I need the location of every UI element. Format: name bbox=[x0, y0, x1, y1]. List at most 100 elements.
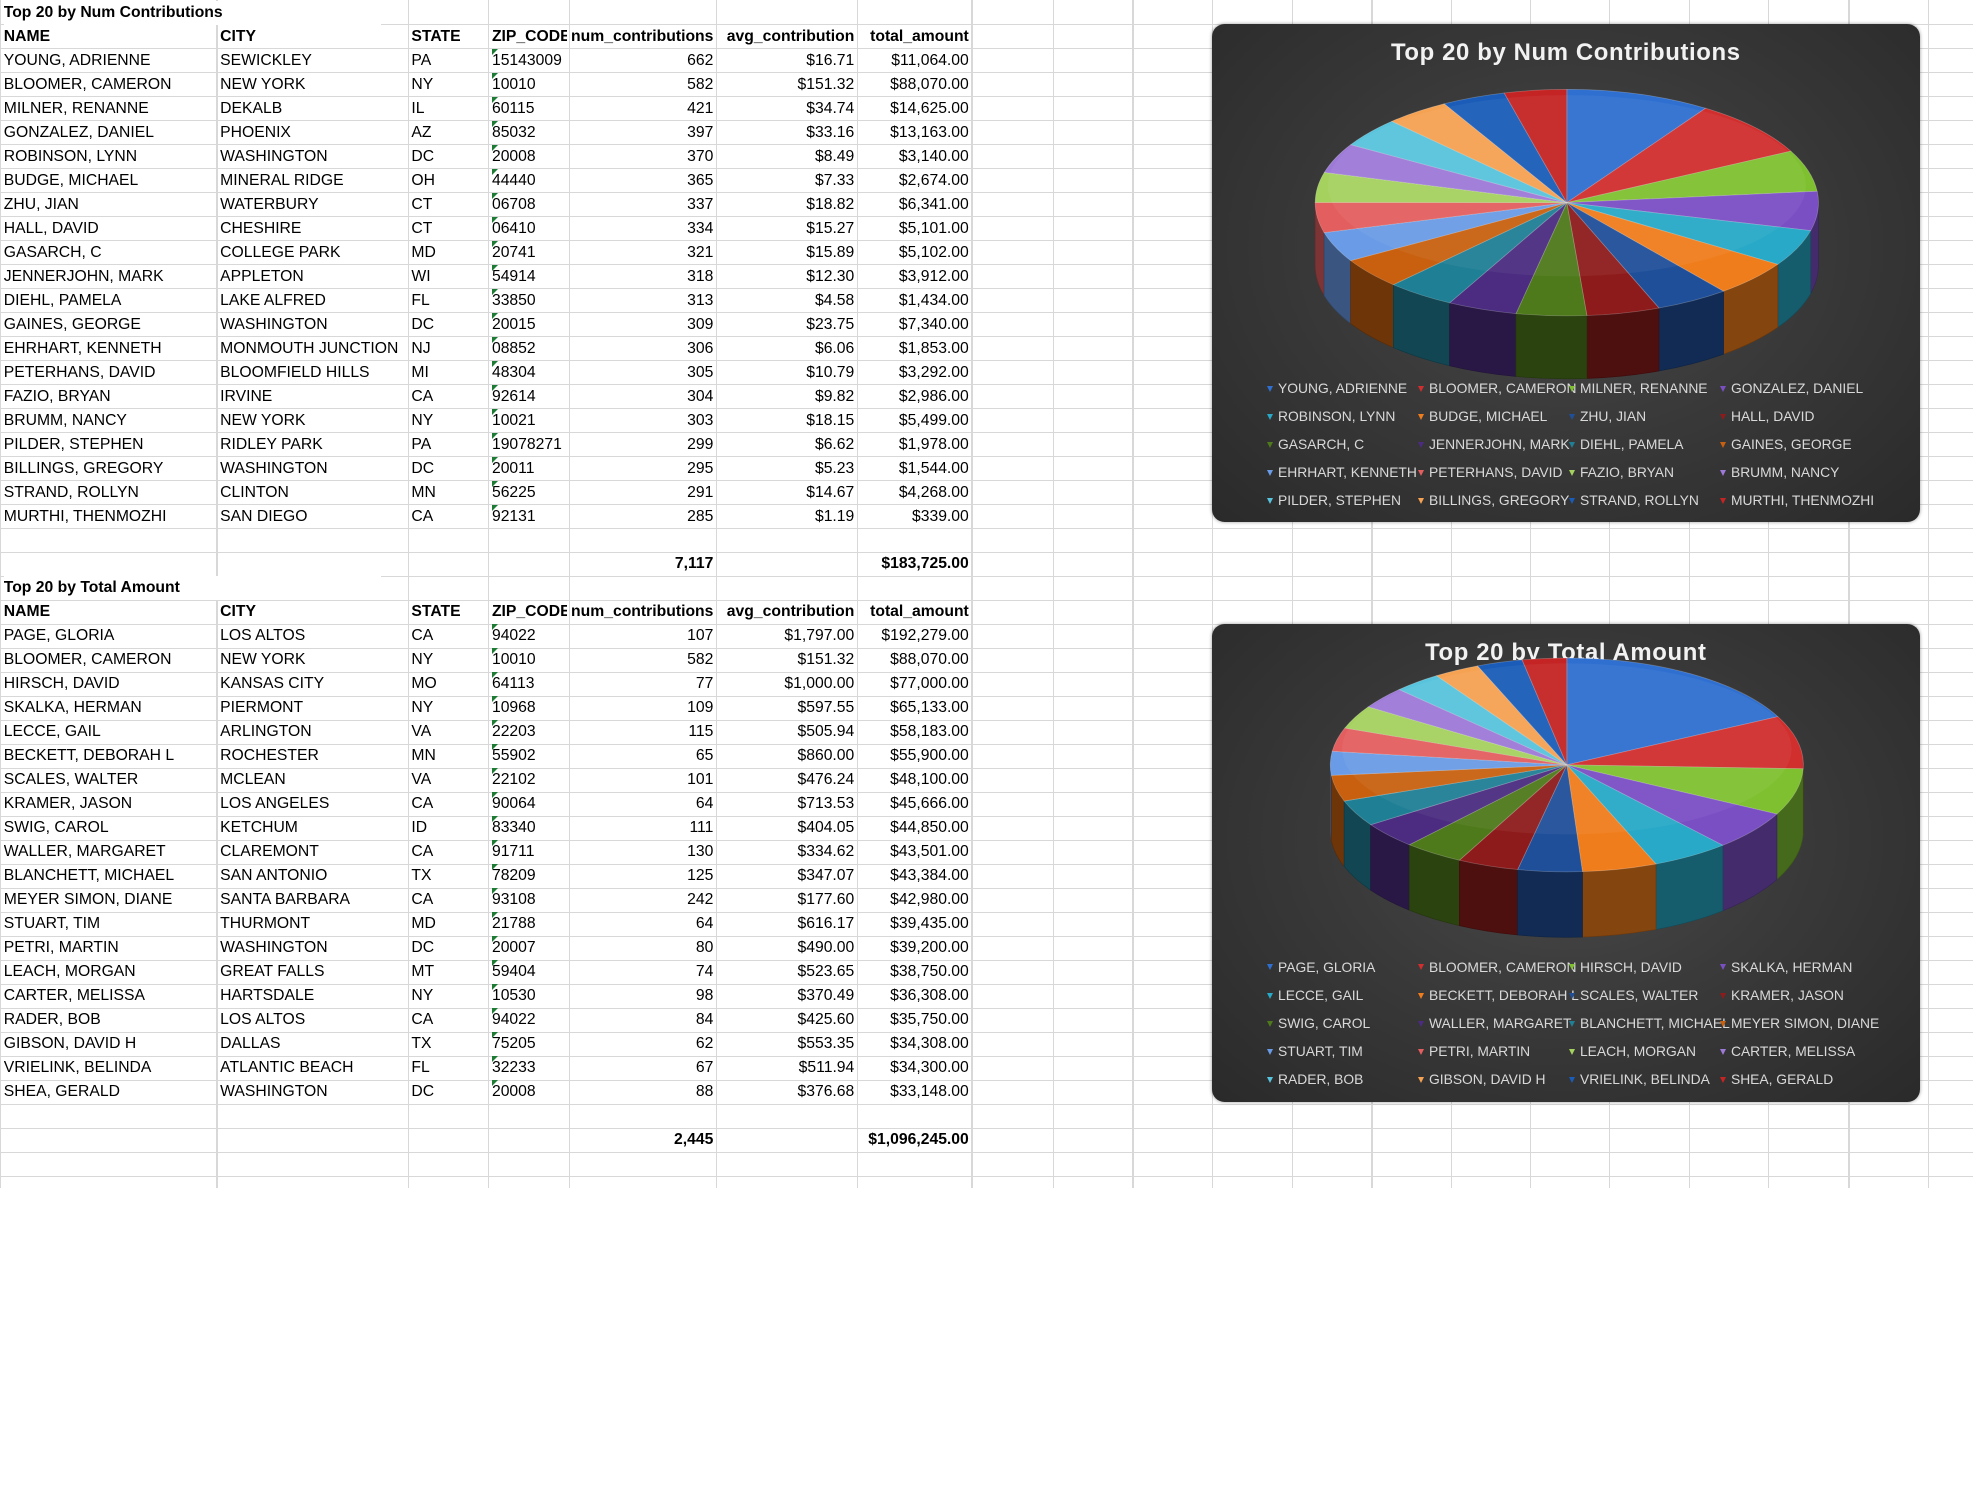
cell-avg[interactable]: $347.07 bbox=[716, 864, 854, 888]
cell-total[interactable]: $14,625.00 bbox=[857, 97, 969, 121]
cell-name[interactable]: SWIG, CAROL bbox=[4, 816, 214, 840]
cell-city[interactable]: BLOOMFIELD HILLS bbox=[220, 361, 404, 385]
legend-entry[interactable]: STUART, TIM bbox=[1267, 1043, 1363, 1061]
cell-total[interactable]: $36,308.00 bbox=[857, 984, 969, 1008]
cell-zip[interactable]: 21788 bbox=[492, 912, 567, 936]
cell-state[interactable]: MO bbox=[411, 672, 484, 696]
legend-entry[interactable]: SKALKA, HERMAN bbox=[1720, 959, 1852, 977]
cell-zip[interactable]: 06410 bbox=[492, 217, 567, 241]
cell-total[interactable]: $192,279.00 bbox=[857, 624, 969, 648]
cell-city[interactable]: KANSAS CITY bbox=[220, 672, 404, 696]
cell-num[interactable]: 109 bbox=[569, 696, 714, 720]
cell-name[interactable]: GAINES, GEORGE bbox=[4, 313, 214, 337]
cell-num[interactable]: 334 bbox=[569, 217, 714, 241]
cell-num[interactable]: 67 bbox=[569, 1056, 714, 1080]
cell-city[interactable]: RIDLEY PARK bbox=[220, 433, 404, 457]
cell-total[interactable]: $39,435.00 bbox=[857, 912, 969, 936]
cell-state[interactable]: TX bbox=[411, 1032, 484, 1056]
cell-city[interactable]: MONMOUTH JUNCTION bbox=[220, 337, 404, 361]
cell-name[interactable]: BUDGE, MICHAEL bbox=[4, 169, 214, 193]
cell-zip[interactable]: 94022 bbox=[492, 624, 567, 648]
cell-avg[interactable]: $370.49 bbox=[716, 984, 854, 1008]
cell-zip[interactable]: 20015 bbox=[492, 313, 567, 337]
legend-entry[interactable]: BECKETT, DEBORAH L bbox=[1418, 987, 1579, 1005]
cell-zip[interactable]: 75205 bbox=[492, 1032, 567, 1056]
legend-entry[interactable]: GIBSON, DAVID H bbox=[1418, 1071, 1546, 1089]
legend-entry[interactable]: BLANCHETT, MICHAEL bbox=[1569, 1015, 1730, 1033]
cell-name[interactable]: STUART, TIM bbox=[4, 912, 214, 936]
cell-state[interactable]: NY bbox=[411, 984, 484, 1008]
cell-num[interactable]: 65 bbox=[569, 744, 714, 768]
cell-state[interactable]: CA bbox=[411, 888, 484, 912]
cell-city[interactable]: THURMONT bbox=[220, 912, 404, 936]
cell-avg[interactable]: $16.71 bbox=[716, 49, 854, 73]
cell-total[interactable]: $42,980.00 bbox=[857, 888, 969, 912]
cell-city[interactable]: LOS ALTOS bbox=[220, 1008, 404, 1032]
cell-total[interactable]: $55,900.00 bbox=[857, 744, 969, 768]
cell-state[interactable]: PA bbox=[411, 49, 484, 73]
column-header-city[interactable]: CITY bbox=[220, 600, 404, 624]
cell-avg[interactable]: $33.16 bbox=[716, 121, 854, 145]
cell-num[interactable]: 74 bbox=[569, 960, 714, 984]
cell-total[interactable]: $44,850.00 bbox=[857, 816, 969, 840]
cell-zip[interactable]: 85032 bbox=[492, 121, 567, 145]
cell-city[interactable]: KETCHUM bbox=[220, 816, 404, 840]
cell-num[interactable]: 582 bbox=[569, 648, 714, 672]
cell-city[interactable]: IRVINE bbox=[220, 385, 404, 409]
cell-zip[interactable]: 32233 bbox=[492, 1056, 567, 1080]
cell-state[interactable]: MD bbox=[411, 241, 484, 265]
cell-name[interactable]: BECKETT, DEBORAH L bbox=[4, 744, 214, 768]
legend-entry[interactable]: SWIG, CAROL bbox=[1267, 1015, 1370, 1033]
cell-name[interactable]: GIBSON, DAVID H bbox=[4, 1032, 214, 1056]
legend-entry[interactable]: PETRI, MARTIN bbox=[1418, 1043, 1530, 1061]
cell-num[interactable]: 64 bbox=[569, 912, 714, 936]
cell-city[interactable]: CHESHIRE bbox=[220, 217, 404, 241]
legend-entry[interactable]: BILLINGS, GREGORY bbox=[1418, 492, 1569, 510]
cell-city[interactable]: ROCHESTER bbox=[220, 744, 404, 768]
cell-avg[interactable]: $4.58 bbox=[716, 289, 854, 313]
cell-zip[interactable]: 10530 bbox=[492, 984, 567, 1008]
cell-state[interactable]: ID bbox=[411, 816, 484, 840]
cell-zip[interactable]: 10021 bbox=[492, 409, 567, 433]
cell-name[interactable]: BILLINGS, GREGORY bbox=[4, 457, 214, 481]
cell-state[interactable]: DC bbox=[411, 145, 484, 169]
cell-zip[interactable]: 08852 bbox=[492, 337, 567, 361]
cell-total[interactable]: $4,268.00 bbox=[857, 481, 969, 505]
cell-city[interactable]: LAKE ALFRED bbox=[220, 289, 404, 313]
cell-total[interactable]: $1,544.00 bbox=[857, 457, 969, 481]
legend-entry[interactable]: YOUNG, ADRIENNE bbox=[1267, 380, 1407, 398]
cell-num[interactable]: 321 bbox=[569, 241, 714, 265]
cell-num[interactable]: 98 bbox=[569, 984, 714, 1008]
cell-zip[interactable]: 22102 bbox=[492, 768, 567, 792]
cell-city[interactable]: COLLEGE PARK bbox=[220, 241, 404, 265]
cell-num[interactable]: 313 bbox=[569, 289, 714, 313]
column-header-avg[interactable]: avg_contribution bbox=[716, 600, 854, 624]
legend-entry[interactable]: ZHU, JIAN bbox=[1569, 408, 1646, 426]
cell-avg[interactable]: $34.74 bbox=[716, 97, 854, 121]
cell-city[interactable]: GREAT FALLS bbox=[220, 960, 404, 984]
cell-num[interactable]: 101 bbox=[569, 768, 714, 792]
cell-name[interactable]: LECCE, GAIL bbox=[4, 720, 214, 744]
cell-state[interactable]: CA bbox=[411, 840, 484, 864]
cell-city[interactable]: NEW YORK bbox=[220, 409, 404, 433]
cell-name[interactable]: GONZALEZ, DANIEL bbox=[4, 121, 214, 145]
cell-num[interactable]: 421 bbox=[569, 97, 714, 121]
cell-total[interactable]: $48,100.00 bbox=[857, 768, 969, 792]
cell-name[interactable]: BRUMM, NANCY bbox=[4, 409, 214, 433]
cell-name[interactable]: YOUNG, ADRIENNE bbox=[4, 49, 214, 73]
cell-zip[interactable]: 60115 bbox=[492, 97, 567, 121]
cell-total[interactable]: $5,499.00 bbox=[857, 409, 969, 433]
cell-num[interactable]: 305 bbox=[569, 361, 714, 385]
legend-entry[interactable]: MEYER SIMON, DIANE bbox=[1720, 1015, 1879, 1033]
cell-name[interactable]: KRAMER, JASON bbox=[4, 792, 214, 816]
cell-name[interactable]: ZHU, JIAN bbox=[4, 193, 214, 217]
cell-city[interactable]: LOS ALTOS bbox=[220, 624, 404, 648]
legend-entry[interactable]: KRAMER, JASON bbox=[1720, 987, 1844, 1005]
cell-name[interactable]: FAZIO, BRYAN bbox=[4, 385, 214, 409]
cell-total[interactable]: $45,666.00 bbox=[857, 792, 969, 816]
cell-name[interactable]: STRAND, ROLLYN bbox=[4, 481, 214, 505]
cell-zip[interactable]: 44440 bbox=[492, 169, 567, 193]
cell-city[interactable]: WATERBURY bbox=[220, 193, 404, 217]
legend-entry[interactable]: GASARCH, C bbox=[1267, 436, 1364, 454]
cell-total[interactable]: $3,912.00 bbox=[857, 265, 969, 289]
